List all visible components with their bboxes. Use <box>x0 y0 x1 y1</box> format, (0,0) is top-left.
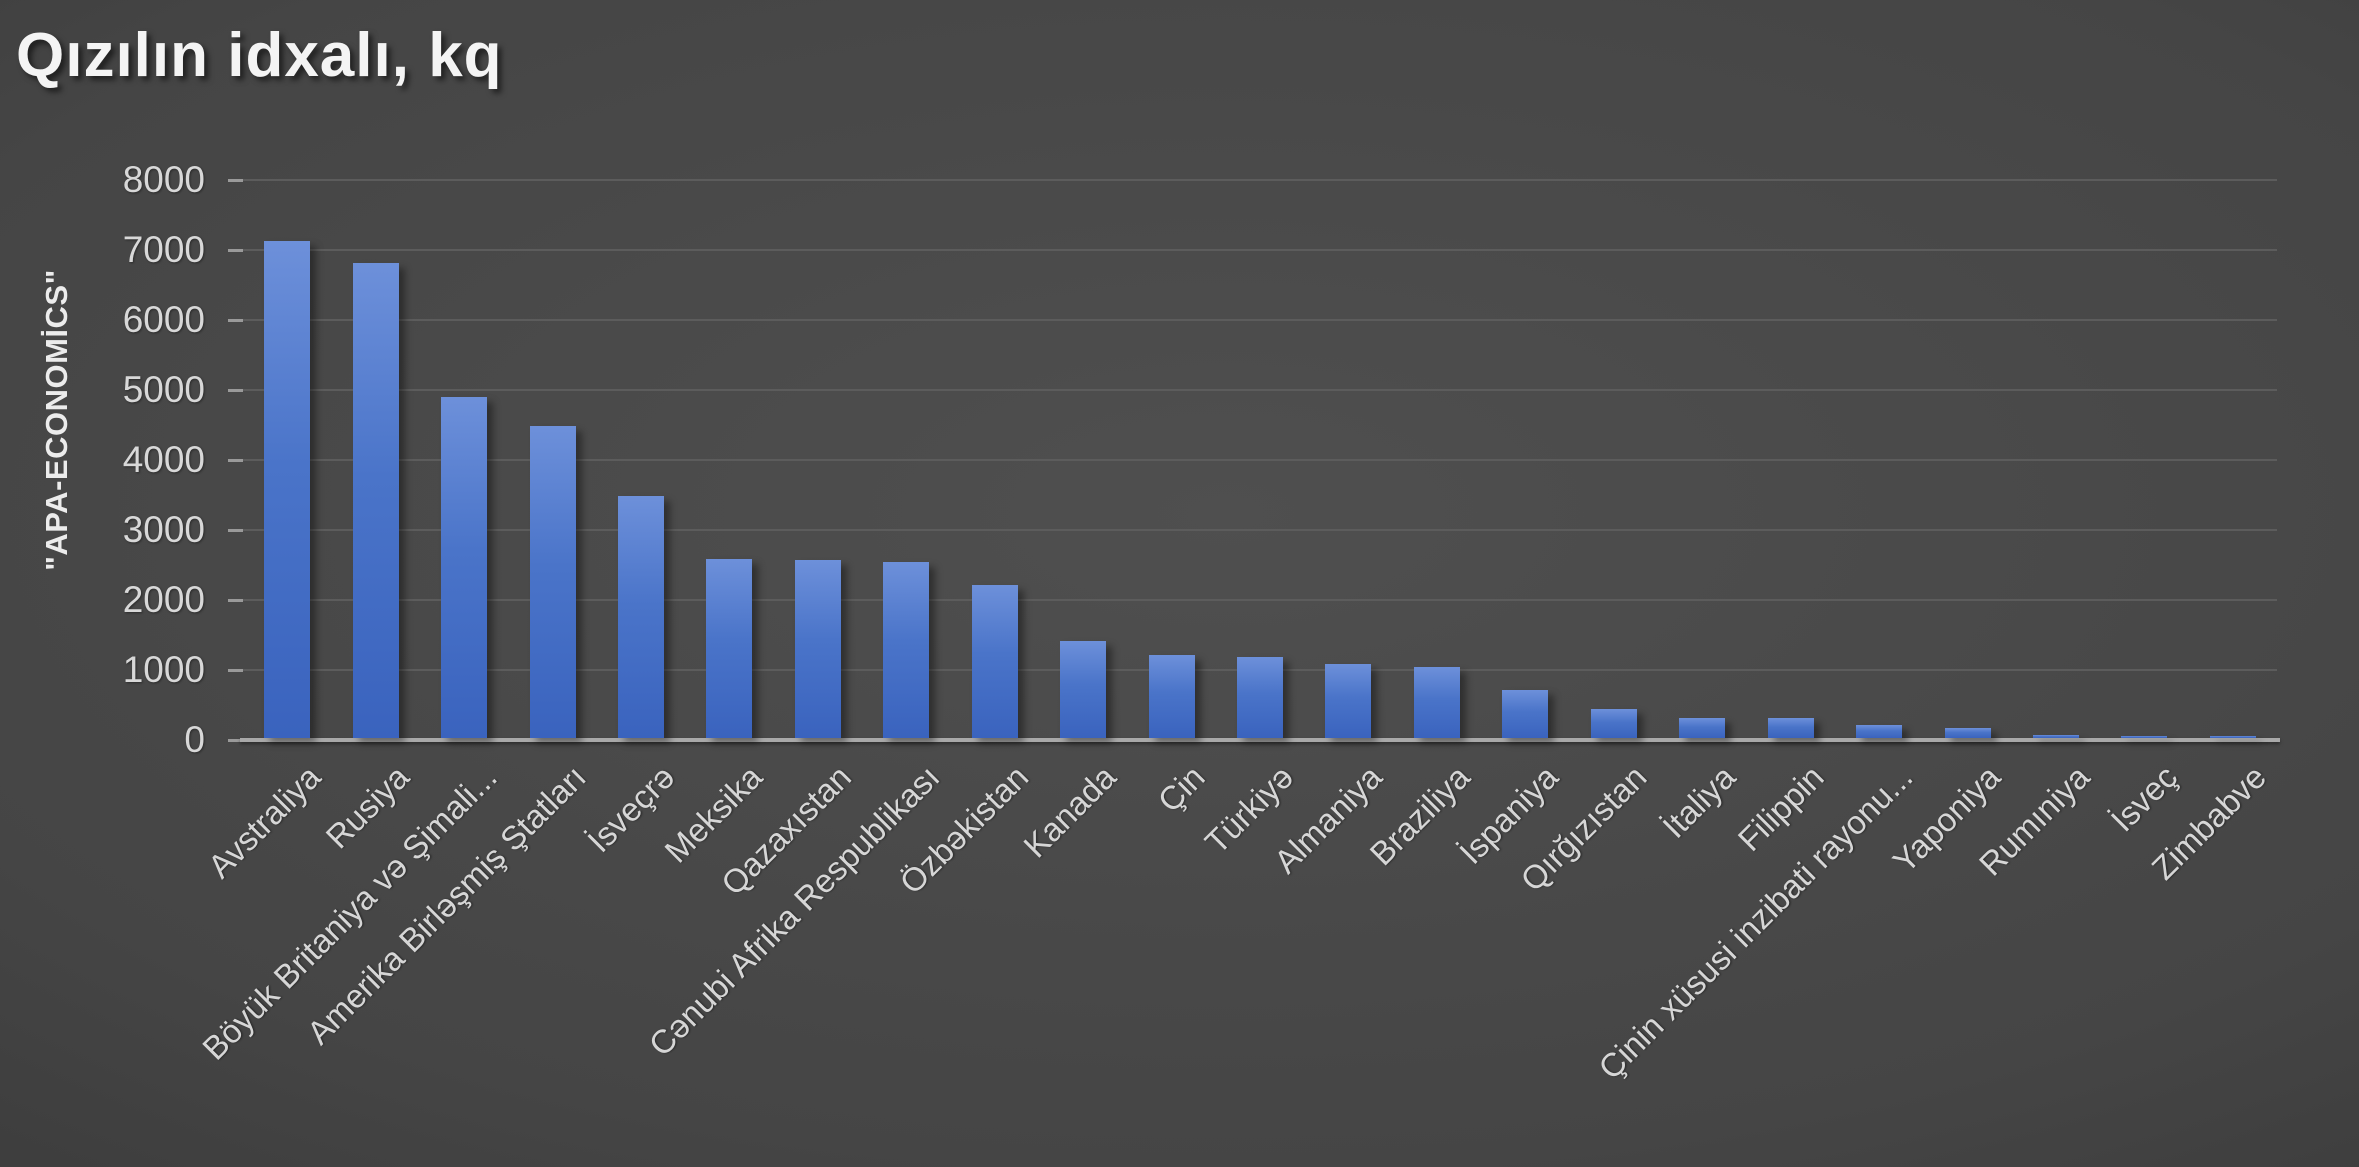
bar-slot <box>1658 178 1746 738</box>
y-axis-tick <box>228 389 243 392</box>
bar-slot <box>1393 178 1481 738</box>
bar-slot <box>1570 178 1658 738</box>
y-axis-tick <box>228 529 243 532</box>
bar-Çinin xüsusi inzibati rayonu... <box>1856 725 1903 738</box>
bar-Böyük Britaniya və Şimali... <box>441 397 488 738</box>
y-tick-label: 6000 <box>122 299 205 340</box>
y-axis-tick <box>228 249 243 252</box>
x-category-label: Kanada <box>1016 758 1124 865</box>
y-tick-label: 7000 <box>122 229 205 270</box>
gridline <box>243 389 2277 391</box>
y-tick-label: 5000 <box>122 369 205 410</box>
bar-slot <box>1923 178 2011 738</box>
bar-slot <box>2012 178 2100 738</box>
bar-Meksika <box>706 558 753 738</box>
y-tick-label: 2000 <box>122 579 205 620</box>
bar-slot <box>774 178 862 738</box>
y-axis-tick <box>228 179 243 182</box>
bar-Kanada <box>1060 640 1107 738</box>
bar-Amerika Birləşmiş Ştatları <box>529 425 576 738</box>
bar-slot <box>1304 178 1392 738</box>
bar-İsveç <box>2121 736 2168 738</box>
bar-Qazaxıstan <box>794 560 841 738</box>
bar-Zimbabve <box>2209 736 2256 738</box>
bar-İsveçrə <box>617 495 664 738</box>
bar-slot <box>685 178 773 738</box>
bar-slot <box>2189 178 2277 738</box>
bar-slot <box>1216 178 1304 738</box>
y-axis-tick <box>228 669 243 672</box>
y-axis-tick <box>228 319 243 322</box>
bar-Almaniya <box>1325 663 1372 738</box>
bar-Filippin <box>1767 718 1814 738</box>
bar-slot <box>862 178 950 738</box>
y-tick-label: 0 <box>184 719 205 760</box>
gridline <box>243 319 2277 321</box>
chart-title: Qızılın idxalı, kq <box>16 21 503 90</box>
bar-slot <box>243 178 331 738</box>
x-category-label: Çin <box>1150 758 1212 820</box>
x-category-label: Avstraliya <box>200 758 328 885</box>
bar-İspaniya <box>1502 690 1549 738</box>
bar-Çin <box>1148 655 1195 738</box>
x-category-label: İtaliya <box>1655 758 1743 846</box>
gridline <box>243 529 2277 531</box>
axis-baseline <box>240 738 2280 742</box>
y-tick-label: 1000 <box>122 649 205 690</box>
bar-Rusiya <box>352 263 399 738</box>
y-axis-tick <box>228 459 243 462</box>
bar-Yaponiya <box>1944 728 1991 738</box>
bar-slot <box>1039 178 1127 738</box>
bar-Qırğızıstan <box>1590 708 1637 738</box>
bar-slot <box>420 178 508 738</box>
bar-Rumıniya <box>2032 735 2079 738</box>
bar-Cənubi Afrika Respublikası <box>883 562 930 738</box>
bar-Braziliya <box>1413 667 1460 738</box>
gridline <box>243 249 2277 251</box>
y-tick-label: 3000 <box>122 509 205 550</box>
bar-slot <box>2100 178 2188 738</box>
bar-slot <box>1835 178 1923 738</box>
bar-slot <box>331 178 419 738</box>
bar-Özbəkistan <box>971 584 1018 738</box>
bars-container <box>243 178 2277 738</box>
y-tick-label: 4000 <box>122 439 205 480</box>
y-axis-tick <box>228 739 243 742</box>
bar-slot <box>508 178 596 738</box>
gridline <box>243 179 2277 181</box>
x-category-label: İsveç <box>2103 758 2185 839</box>
gridline <box>243 599 2277 601</box>
bar-Türkiyə <box>1237 656 1284 738</box>
gridline <box>243 459 2277 461</box>
y-tick-label: 8000 <box>122 159 205 200</box>
bar-slot <box>951 178 1039 738</box>
bar-slot <box>1746 178 1834 738</box>
bar-slot <box>1127 178 1215 738</box>
bar-İtaliya <box>1679 717 1726 738</box>
bar-slot <box>597 178 685 738</box>
bar-Avstraliya <box>264 241 311 738</box>
bar-slot <box>1481 178 1569 738</box>
y-axis-tick <box>228 599 243 602</box>
